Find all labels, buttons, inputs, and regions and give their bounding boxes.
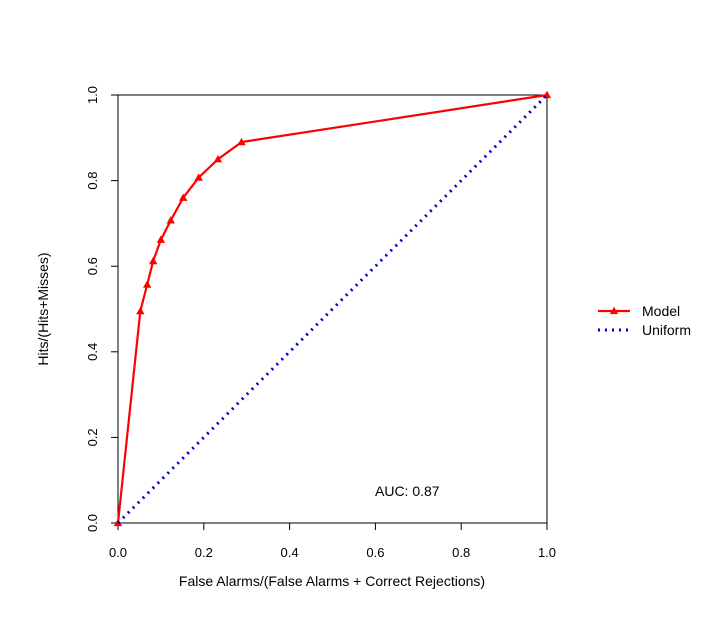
y-tick-label: 0.8 — [85, 172, 100, 190]
x-tick-label: 1.0 — [538, 545, 556, 560]
series-uniform — [116, 93, 549, 525]
y-tick-label: 1.0 — [85, 86, 100, 104]
y-tick-label: 0.6 — [85, 257, 100, 275]
y-tick-label: 0.4 — [85, 343, 100, 361]
x-tick-label: 0.0 — [109, 545, 127, 560]
data-point — [148, 256, 158, 265]
x-tick-label: 0.6 — [366, 545, 384, 560]
x-tick-label: 0.2 — [195, 545, 213, 560]
axes: 0.0 0.2 0.4 0.6 0.8 1.0 0.0 0.2 0.4 0.6 0.8 1.0 — [85, 86, 556, 560]
legend-label: Uniform — [642, 322, 691, 338]
data-point — [156, 235, 166, 243]
x-tick-label: 0.4 — [281, 545, 299, 560]
y-axis-title: Hits/(Hits+Misses) — [35, 252, 51, 365]
legend-marker — [609, 306, 619, 315]
x-tick-label: 0.8 — [452, 545, 470, 560]
auc-annotation: AUC: 0.87 — [375, 483, 440, 499]
data-point — [213, 155, 223, 163]
series-line — [116, 93, 549, 525]
data-point — [194, 173, 203, 181]
y-tick-label: 0.0 — [85, 514, 100, 532]
legend: Model Uniform — [598, 303, 691, 338]
data-point — [179, 193, 188, 201]
series-group — [113, 90, 552, 527]
data-point — [136, 306, 145, 315]
data-point — [142, 280, 152, 288]
data-point — [237, 137, 246, 146]
legend-label: Model — [642, 303, 680, 319]
data-point — [166, 216, 175, 224]
x-axis-title: False Alarms/(False Alarms + Correct Rej… — [179, 573, 485, 589]
y-tick-label: 0.2 — [85, 428, 100, 446]
plot-frame — [117, 94, 548, 524]
plot-area — [117, 94, 548, 524]
